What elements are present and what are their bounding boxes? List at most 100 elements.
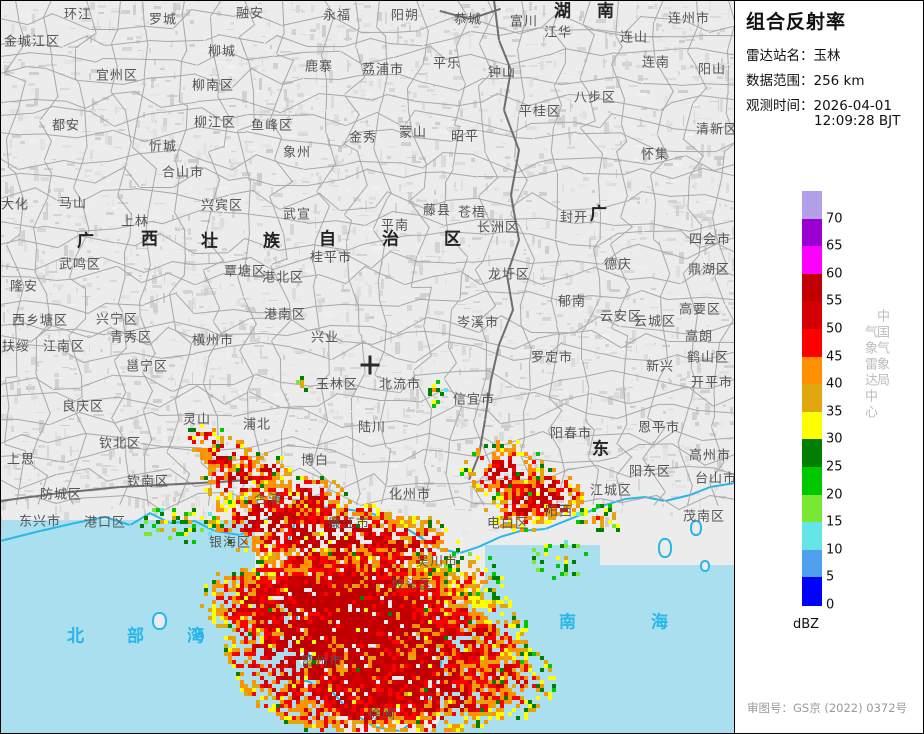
map-label: 徐闻 [368, 709, 396, 722]
map-label: 电白区 [487, 518, 529, 531]
map-label: 连山 [620, 32, 648, 45]
color-swatch [802, 439, 822, 468]
map-label: 环江 [64, 9, 92, 22]
map-label: 北流市 [379, 379, 421, 392]
map-label: 德庆 [604, 259, 632, 272]
meta-station-key: 雷达站名： [746, 48, 814, 64]
map-label: 信宜市 [453, 394, 495, 407]
map-label: 融安 [236, 8, 264, 21]
map-label: 合山市 [162, 167, 204, 180]
map-label: 上林 [121, 216, 149, 229]
map-label: 壮 [201, 233, 223, 250]
map-label: 坡头区 [391, 579, 433, 592]
map-label: 西乡塘区 [12, 315, 68, 328]
color-swatch [802, 494, 822, 523]
map-label: 阳山 [698, 64, 726, 77]
map-label: 港南区 [264, 309, 306, 322]
map-label: 银海区 [209, 537, 251, 550]
map-label: 罗城 [149, 14, 177, 27]
color-swatch [802, 577, 822, 606]
meta-station: 雷达站名：玉林 [746, 44, 841, 64]
island-outline [152, 612, 167, 630]
map-label: 玉林区 [316, 379, 358, 392]
color-scale-tick: 60 [826, 266, 843, 281]
color-swatch [802, 549, 822, 578]
meta-time-second-line: 12:09:28 BJT [814, 113, 900, 129]
map-label: 阳东区 [629, 466, 671, 479]
island-outline [196, 632, 204, 641]
color-scale-tick: 25 [826, 460, 843, 475]
map-label: 荔浦市 [362, 64, 404, 77]
map-label: 武鸣区 [59, 259, 101, 272]
map-label: 平南 [381, 220, 409, 233]
map-label: 郁南 [558, 296, 586, 309]
map-label: 清新区 [696, 124, 735, 137]
color-scale-tick: 0 [826, 598, 834, 613]
map-label: 阳朔 [391, 10, 419, 23]
island-outline [690, 520, 702, 536]
color-scale-tick: 55 [826, 294, 843, 309]
map-label: 覃塘区 [224, 266, 266, 279]
map-label: 廉江市 [328, 518, 370, 531]
map-label: 平桂区 [519, 106, 561, 119]
color-swatch [802, 384, 822, 413]
map-label: 恭城 [454, 14, 482, 27]
map-label: 湾 [187, 628, 209, 645]
meta-time: 观测时间：2026-04-01 [746, 94, 892, 114]
meta-range: 数据范围：256 km [746, 69, 865, 89]
map-label: 邕宁区 [126, 361, 168, 374]
map-label: 新兴 [646, 361, 674, 374]
map-label: 封开 [560, 212, 588, 225]
map-label: 金秀 [349, 132, 377, 145]
radar-site-marker [360, 355, 380, 375]
map-label: 金城江区 [4, 36, 60, 49]
map-label: 平乐 [433, 58, 461, 71]
color-scale-tick: 70 [826, 211, 843, 226]
color-swatch [802, 356, 822, 385]
map-label: 良庆区 [62, 401, 104, 414]
watermark-line-2: 气象雷达中心 [861, 325, 878, 421]
color-scale-tick: 40 [826, 377, 843, 392]
map-label: 江南区 [43, 341, 85, 354]
color-scale-unit: dBZ [793, 617, 819, 632]
map-label: 陆川 [358, 422, 386, 435]
color-scale-tick: 5 [826, 570, 834, 585]
map-label: 浦北 [243, 419, 271, 432]
color-swatch [802, 411, 822, 440]
map-label: 大化 [1, 199, 29, 212]
map-label: 东兴市 [19, 516, 61, 529]
meta-range-value: 256 km [814, 73, 865, 89]
color-swatch [802, 191, 822, 220]
meta-station-value: 玉林 [814, 48, 841, 64]
map-label: 吴川市 [416, 556, 458, 569]
map-label: 江城区 [590, 485, 632, 498]
map-approval-number: 审图号：GS京 (2022) 0372号 [747, 700, 907, 716]
map-label: 钟山 [488, 67, 516, 80]
map-label: 青秀区 [110, 332, 152, 345]
map-label: 岑溪市 [457, 317, 499, 330]
map-label: 长洲区 [477, 222, 519, 235]
radar-map[interactable]: 环江 罗城 融安 永福 阳朔 恭城 富川 江华 连山 连州市 金城江区 柳城 宜州区 柳南区 鹿寨 荔浦市 平乐… [0, 0, 735, 734]
island-outline [658, 538, 672, 558]
map-label: 东 [592, 441, 614, 458]
map-label: 富川 [510, 16, 538, 29]
color-swatch [802, 329, 822, 358]
color-swatch [802, 301, 822, 330]
map-label: 广 [77, 233, 99, 250]
map-label: 港口区 [84, 517, 126, 530]
meta-time-key: 观测时间： [746, 98, 814, 114]
map-label: 云安区 [600, 311, 642, 324]
map-label: 湖 [554, 3, 576, 20]
map-label: 兴业 [311, 332, 339, 345]
map-label: 柳城 [208, 46, 236, 59]
map-label: 部 [127, 628, 149, 645]
color-scale-tick: 10 [826, 542, 843, 557]
map-label: 永福 [323, 10, 351, 23]
map-label: 雷州市 [301, 656, 343, 669]
map-label: 连南 [642, 57, 670, 70]
map-label: 化州市 [389, 489, 431, 502]
color-scale-tick: 50 [826, 322, 843, 337]
map-label: 钦北区 [99, 438, 141, 451]
color-scale-tick: 35 [826, 404, 843, 419]
island-outline [700, 560, 710, 572]
